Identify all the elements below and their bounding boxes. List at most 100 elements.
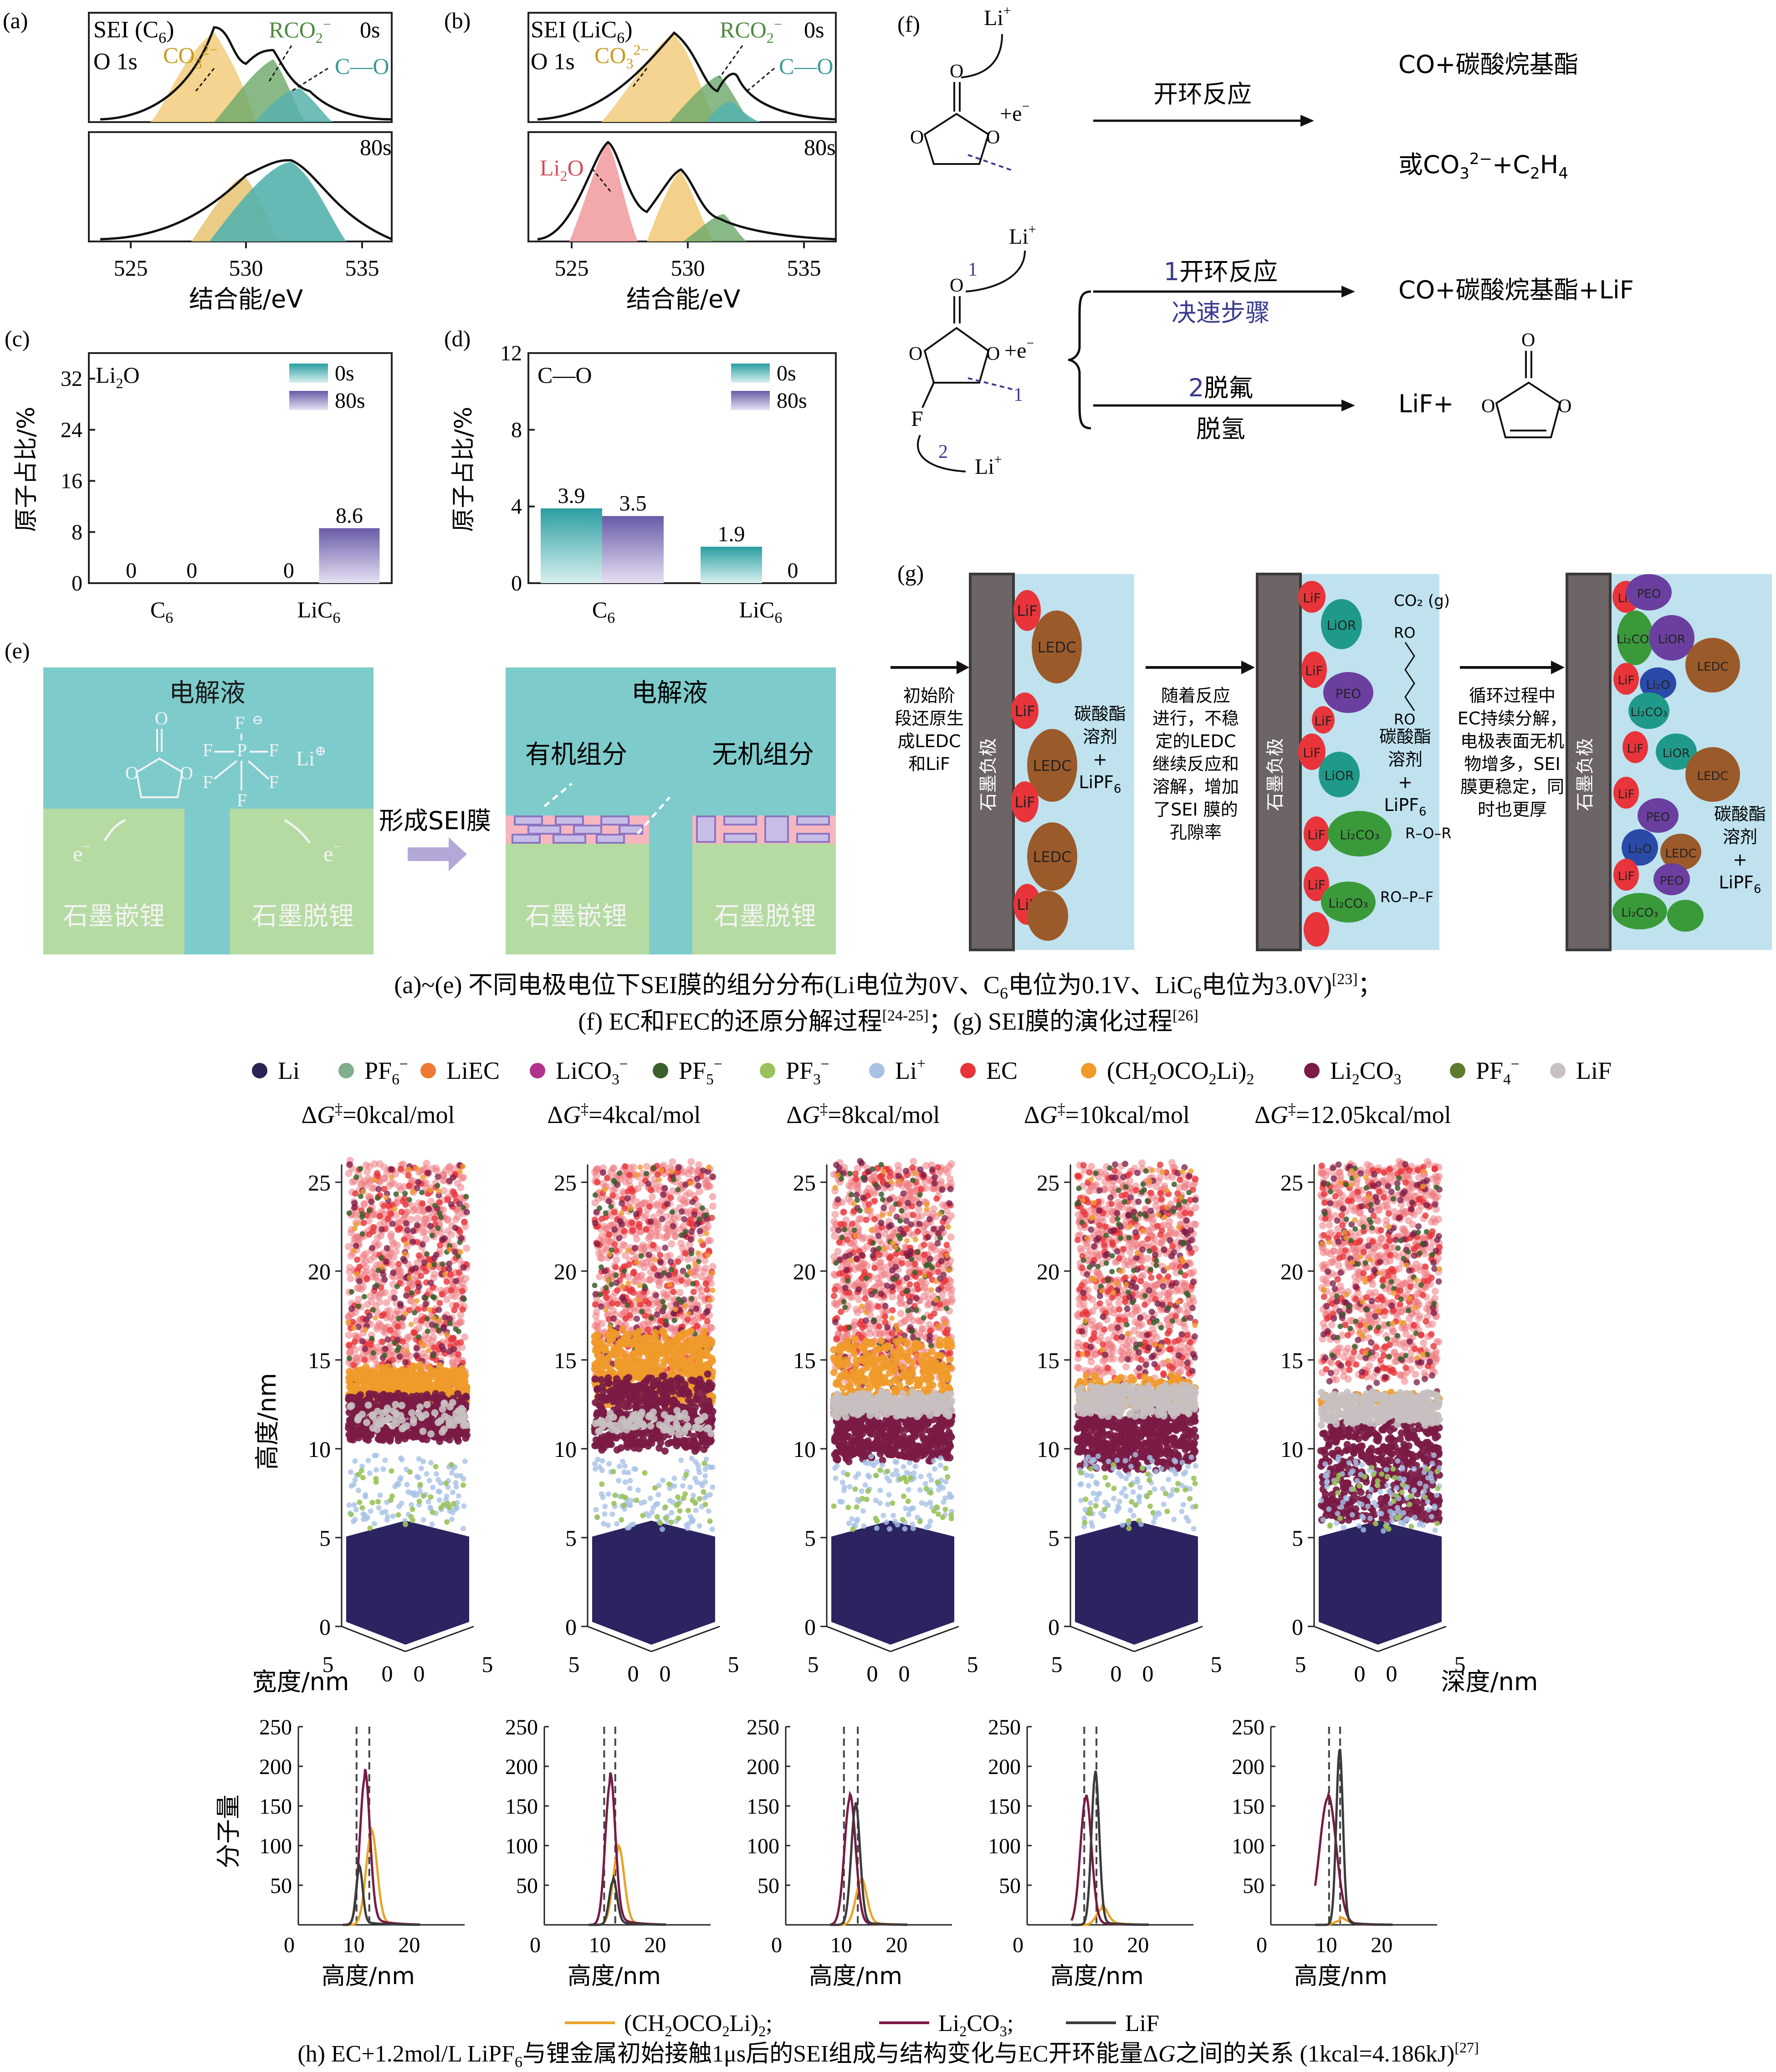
dist-y-tick: 250 [747, 1715, 779, 1739]
svg-text:Li: Li [278, 1057, 300, 1084]
xps-a-title: SEI (C [93, 17, 159, 43]
svg-text:80s: 80s [777, 389, 807, 413]
legend-item: PF3− [760, 1056, 829, 1088]
svg-text:LiF: LiF [1303, 745, 1320, 760]
e-pf6-molecule: F ⊖ F P F F F F [203, 713, 279, 810]
svg-text:2: 2 [938, 441, 948, 462]
sei-particle [1011, 781, 1039, 822]
svg-text:LiF: LiF [1576, 1057, 1612, 1084]
dist-series-line [1070, 1795, 1149, 1926]
f-fec-route2: 2脱氟 [1188, 374, 1253, 402]
bar-80s-1 [319, 528, 380, 583]
bar-data-label: 0 [788, 559, 798, 583]
g-electrode-3 [1566, 573, 1612, 951]
bar-data-label: 0 [186, 559, 197, 583]
sei-particle [1321, 882, 1376, 923]
xps-a-xticks: 525 530 535 [114, 241, 379, 281]
dist-y-tick: 50 [516, 1874, 538, 1898]
e-sei-layer-inorganic [692, 815, 836, 844]
svg-text:+: + [1733, 850, 1747, 870]
dist-x-tick: 20 [885, 1933, 907, 1957]
e-li-ion: Li⊕ [296, 744, 326, 770]
legend-item: PF5− [653, 1056, 722, 1088]
f-fec-route1: 1开环反应 [1164, 257, 1278, 286]
e-form-sei-label: 形成SEI膜 [379, 806, 491, 835]
sei-particle [1027, 891, 1068, 941]
f-fec-route1-note: 决速步骤 [1172, 298, 1270, 327]
bar-c-cat-lic6: LiC6 [297, 597, 341, 626]
svg-text:溶剂: 溶剂 [1388, 749, 1423, 769]
dist-y-tick: 100 [988, 1834, 1021, 1858]
panel-f: (f) O O O Li+ +e− 开环反应 CO+碳酸烷基酯 或CO32−+C… [897, 3, 1634, 479]
sim-y-tick: 20 [1037, 1259, 1059, 1284]
e-right-electrolyte-label: 电解液 [631, 678, 708, 708]
e-inorganic-label: 无机组分 [712, 740, 814, 769]
svg-text:Li₂CO₃: Li₂CO₃ [1328, 896, 1368, 911]
dist-x-tick: 0 [771, 1933, 782, 1957]
sei-particle [1304, 867, 1329, 901]
legend-item: LiEC [420, 1057, 500, 1084]
svg-text:O: O [986, 127, 1000, 148]
sei-particle [1304, 816, 1329, 851]
sim-y-tick: 15 [793, 1348, 816, 1373]
bar-d-yaxis: 0 4 8 12 [500, 341, 535, 595]
dist-xlabel: 高度/nm [1050, 1963, 1144, 1990]
sim-base-tick: 5 [1295, 1651, 1306, 1677]
f-li-ion-top: Li+ [984, 3, 1011, 30]
bar-c-yaxis: 0 8 16 24 32 [61, 367, 95, 595]
xps-b-co3-label: CO32− [594, 41, 649, 72]
svg-text:535: 535 [345, 255, 379, 281]
dist-plot-2: 50 100 150 200 250 0 10 20 高度/nm [747, 1715, 952, 1990]
e-sei-layer-organic [506, 815, 649, 844]
legend-item: Li [252, 1057, 300, 1084]
dist-y-tick: 150 [505, 1795, 538, 1819]
f-fec-molecule [921, 296, 990, 408]
panel-a: (a) SEI (C6) O 1s 0s CO32− RCO2− C—O 80s… [3, 8, 393, 313]
svg-text:SEI (C6): SEI (C6) [93, 17, 174, 46]
e-electron-left: e− [73, 839, 90, 866]
bar-c-legend: 0s 80s [289, 361, 365, 413]
bar-data-label: 0 [283, 559, 294, 583]
svg-text:LiPF6: LiPF6 [1384, 795, 1426, 819]
legend-item: (CH2OCO2Li)2 [1081, 1057, 1254, 1088]
sim-y-tick: 15 [554, 1348, 577, 1373]
svg-text:LiF: LiF [1303, 590, 1320, 605]
e-left-electrolyte-label: 电解液 [169, 678, 246, 708]
sei-particle [1660, 834, 1701, 870]
svg-text:LiOR: LiOR [1327, 618, 1356, 633]
legend-item: Li+ [869, 1055, 926, 1084]
bar-d-plot: 3.9 3.5 1.9 0 [541, 484, 798, 583]
sim-y-tick: 25 [308, 1170, 331, 1195]
y-tick-label: 0 [511, 571, 522, 595]
bar-0s-1 [701, 547, 762, 583]
sei-particle [1622, 731, 1648, 763]
sim-base-tick: 5 [482, 1651, 493, 1677]
legend-swatch [760, 1063, 775, 1078]
sei-particle [1301, 651, 1327, 688]
svg-text:碳酸酯: 碳酸酯 [1714, 804, 1766, 824]
legend-swatch [869, 1063, 885, 1078]
sim-y-tick: 10 [554, 1436, 577, 1462]
sim-base-tick: 0 [1142, 1661, 1154, 1686]
dist-y-tick: 100 [1232, 1834, 1264, 1858]
g-co2: CO₂ (g) [1394, 592, 1450, 610]
sim-y-tick: 15 [1037, 1348, 1059, 1373]
panel-b: (b) SEI (LiC6) O 1s 0s CO32− RCO2− C—O 8… [444, 8, 837, 313]
svg-text:成LEDC: 成LEDC [898, 731, 961, 751]
dg-title: ΔG‡=10kcal/mol [1024, 1101, 1190, 1128]
f-li-ion-bottom: Li+ [975, 452, 1002, 479]
sei-particle [1685, 638, 1740, 692]
svg-text:LiOR: LiOR [1663, 747, 1690, 760]
svg-text:PF3−: PF3− [786, 1056, 829, 1087]
svg-text:Li₂CO₃: Li₂CO₃ [1340, 827, 1379, 842]
dist-plot-1: 50 100 150 200 250 0 10 20 高度/nm [505, 1715, 711, 1990]
dist-y-tick: 250 [1232, 1715, 1264, 1739]
sim-base-tick: 5 [967, 1651, 978, 1677]
sim-y-tick: 20 [308, 1259, 331, 1284]
svg-text:(f) EC和FEC的还原分解过程[24-25]；(g) S: (f) EC和FEC的还原分解过程[24-25]；(g) SEI膜的演化过程[2… [578, 1007, 1198, 1035]
dist-legend-item: Li2CO3; [879, 2010, 1013, 2039]
sim-base-tick: 5 [568, 1651, 580, 1677]
svg-text:Li₂O: Li₂O [1646, 678, 1670, 692]
svg-text:LiOR: LiOR [1325, 768, 1354, 783]
